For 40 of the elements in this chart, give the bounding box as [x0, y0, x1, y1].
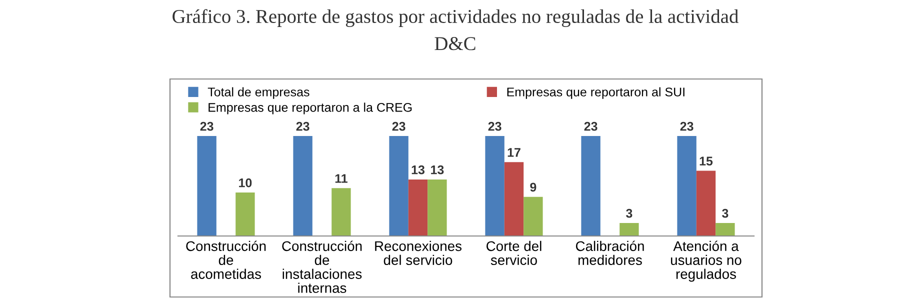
data-label: 3 — [626, 208, 632, 218]
bar — [389, 136, 408, 236]
data-label: 17 — [508, 148, 520, 157]
bar — [197, 136, 216, 236]
data-label: 15 — [700, 156, 713, 166]
bar — [485, 136, 504, 236]
data-label: 3 — [722, 208, 728, 218]
data-label: 23 — [200, 122, 214, 131]
x-tick-label: Corte del servicio — [486, 240, 542, 266]
bar — [696, 170, 716, 236]
legend-label: Empresas que reportaron a la CREG — [208, 102, 412, 114]
data-label: 10 — [239, 178, 252, 188]
bar — [428, 179, 447, 236]
bar — [716, 222, 735, 236]
x-tick-label: Calibración medidores — [576, 240, 644, 266]
bar — [332, 188, 351, 236]
data-label: 23 — [296, 122, 310, 131]
data-label: 23 — [392, 122, 406, 131]
x-tick-label: Atención a usuarios no regulados — [671, 240, 742, 282]
data-label: 23 — [584, 122, 598, 131]
bar — [677, 136, 696, 236]
bar — [524, 196, 543, 236]
bar — [504, 162, 524, 236]
x-tick-label: Construcción de acometidas — [186, 240, 266, 279]
bar — [236, 192, 255, 236]
data-label: 13 — [412, 165, 424, 174]
bar — [408, 179, 428, 236]
bar — [620, 222, 639, 236]
data-label: 23 — [680, 122, 694, 131]
data-label: 9 — [530, 182, 536, 192]
legend-label: Empresas que reportaron al SUI — [507, 87, 684, 99]
data-label: 13 — [431, 165, 444, 174]
chart-title: Gráfico 3. Reporte de gastos por actividades no reguladas de la actividad D&C — [172, 9, 738, 50]
legend-label: Total de empresas — [208, 87, 310, 99]
x-tick-label: Construcción de instalaciones internas — [282, 240, 362, 293]
bar — [581, 136, 600, 236]
data-label: 23 — [488, 122, 502, 131]
data-label: 11 — [335, 174, 348, 183]
bar — [293, 136, 312, 236]
x-tick-label: Reconexiones del servicio — [375, 240, 462, 266]
